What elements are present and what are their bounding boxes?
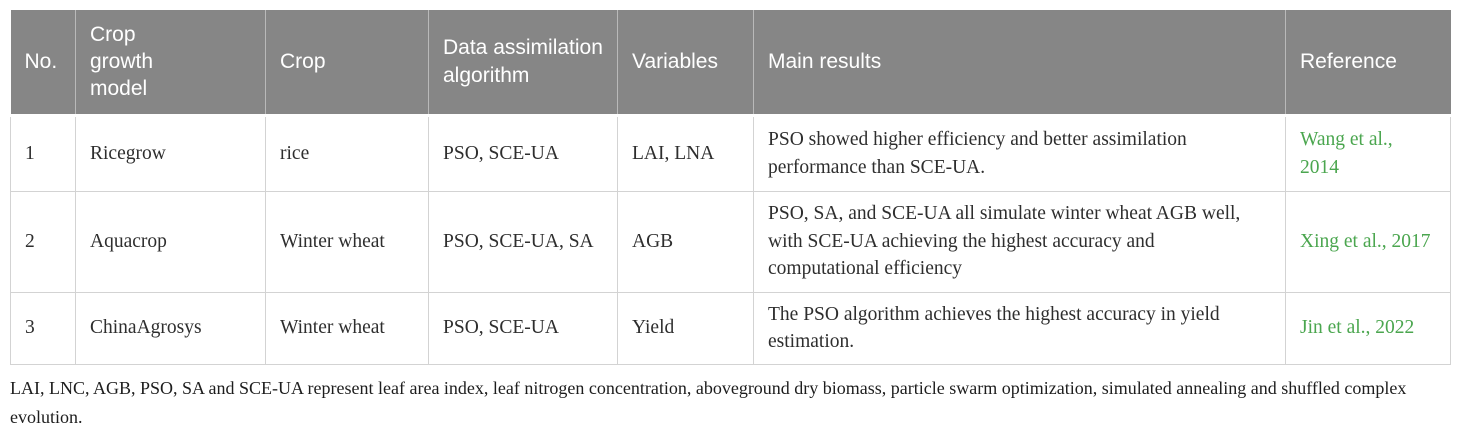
reference-link[interactable]: Jin et al., 2022 (1300, 317, 1415, 339)
cell-main-results: PSO, SA, and SCE-UA all simulate winter … (753, 190, 1286, 293)
table-row: 2 Aquacrop Winter wheat PSO, SCE-UA, SA … (10, 190, 1451, 293)
cell-reference: Jin et al., 2022 (1285, 291, 1451, 365)
reference-link[interactable]: Wang et al., 2014 (1300, 128, 1393, 178)
cell-no: 3 (10, 291, 76, 365)
cell-crop: Winter wheat (265, 291, 429, 365)
cell-crop-growth-model: Aquacrop (75, 190, 266, 293)
table-row: 1 Ricegrow rice PSO, SCE-UA LAI, LNA PSO… (10, 114, 1451, 192)
table-header-row: No. Crop growth model Crop Data assimila… (10, 10, 1451, 117)
cell-crop: Winter wheat (265, 190, 429, 293)
column-header-data-assimilation-algorithm: Data assimilation algorithm (428, 10, 618, 117)
column-header-variables: Variables (617, 10, 754, 117)
column-header-no: No. (10, 10, 76, 117)
cell-no: 1 (10, 114, 76, 192)
cell-main-results: The PSO algorithm achieves the highest a… (753, 291, 1286, 365)
table-row: 3 ChinaAgrosys Winter wheat PSO, SCE-UA … (10, 291, 1451, 365)
cell-algorithm: PSO, SCE-UA (428, 291, 618, 365)
cell-variables: Yield (617, 291, 754, 365)
cell-reference: Wang et al., 2014 (1285, 114, 1451, 192)
column-header-crop: Crop (265, 10, 429, 117)
cell-crop-growth-model: Ricegrow (75, 114, 266, 192)
cell-algorithm: PSO, SCE-UA (428, 114, 618, 192)
cell-crop: rice (265, 114, 429, 192)
table-footnote: LAI, LNC, AGB, PSO, SA and SCE-UA repres… (10, 377, 1407, 427)
column-header-main-results: Main results (753, 10, 1286, 117)
cell-algorithm: PSO, SCE-UA, SA (428, 190, 618, 293)
column-header-crop-growth-model: Crop growth model (75, 10, 266, 117)
cell-reference: Xing et al., 2017 (1285, 190, 1451, 293)
reference-link[interactable]: Xing et al., 2017 (1300, 230, 1431, 252)
cell-main-results: PSO showed higher efficiency and better … (753, 114, 1286, 192)
cell-no: 2 (10, 190, 76, 293)
column-header-reference: Reference (1285, 10, 1451, 117)
cell-crop-growth-model: ChinaAgrosys (75, 291, 266, 365)
cell-variables: AGB (617, 190, 754, 293)
cell-variables: LAI, LNA (617, 114, 754, 192)
literature-review-table: No. Crop growth model Crop Data assimila… (10, 10, 1451, 365)
